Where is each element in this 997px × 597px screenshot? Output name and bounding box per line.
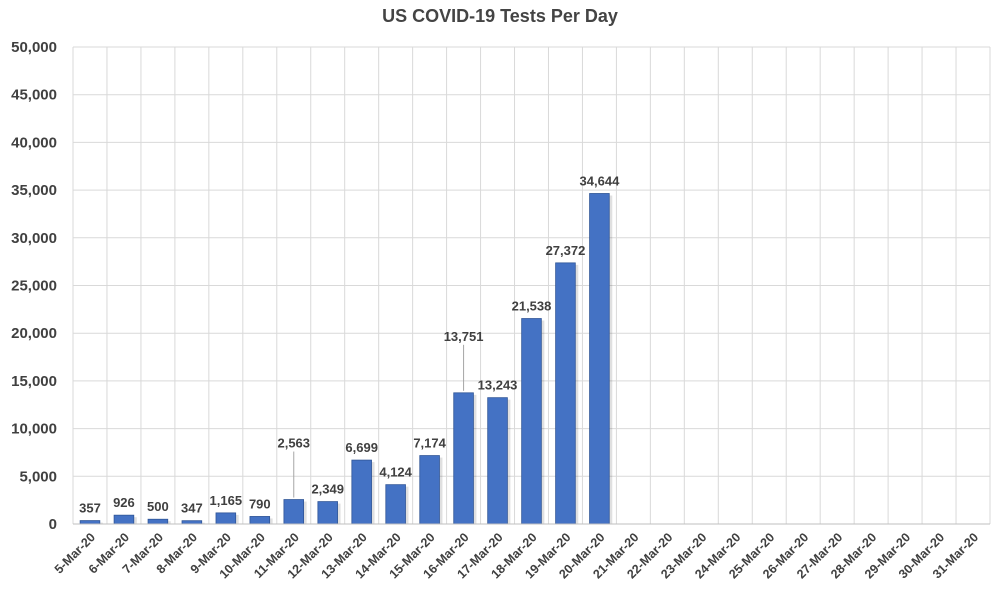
y-tick-label: 30,000 bbox=[11, 230, 57, 247]
y-tick-label: 50,000 bbox=[11, 39, 57, 56]
data-label: 926 bbox=[113, 495, 135, 510]
data-labels: 357 926 500 347 1,165 790 2,563 2,349 6,6994,124… bbox=[79, 173, 620, 515]
bar bbox=[113, 514, 135, 525]
data-label: 500 bbox=[147, 499, 169, 514]
data-label: 13,751 bbox=[444, 329, 484, 344]
data-label: 2,349 bbox=[311, 482, 344, 497]
bar bbox=[79, 520, 101, 525]
y-tick-label: 0 bbox=[49, 516, 57, 533]
bar bbox=[215, 512, 237, 525]
data-label: 4,124 bbox=[379, 465, 412, 480]
chart-grid bbox=[72, 46, 991, 524]
data-label: 21,538 bbox=[512, 299, 552, 314]
y-axis: 0 5,000 10,000 15,000 20,000 25,000 30,000 35,0… bbox=[11, 39, 57, 533]
bar bbox=[385, 484, 406, 525]
bar bbox=[283, 499, 305, 525]
bar bbox=[453, 392, 474, 525]
bar bbox=[351, 459, 372, 525]
bar bbox=[317, 501, 338, 525]
bar bbox=[249, 516, 271, 525]
x-axis: 5-Mar-206-Mar-207-Mar-208-Mar-209-Mar-20… bbox=[52, 523, 990, 581]
data-label: 7,174 bbox=[413, 436, 446, 451]
data-label: 2,563 bbox=[277, 436, 310, 451]
data-label: 1,165 bbox=[210, 493, 243, 508]
y-tick-label: 15,000 bbox=[11, 373, 57, 390]
data-label: 27,372 bbox=[546, 243, 586, 258]
y-tick-label: 20,000 bbox=[11, 325, 57, 342]
chart-title: US COVID-19 Tests Per Day bbox=[382, 6, 618, 26]
data-label: 790 bbox=[249, 496, 271, 511]
y-tick-label: 35,000 bbox=[11, 182, 57, 199]
bar bbox=[147, 518, 169, 525]
data-label: 347 bbox=[181, 501, 203, 516]
y-tick-label: 5,000 bbox=[19, 468, 57, 485]
bar-series bbox=[79, 193, 613, 525]
bar bbox=[589, 193, 610, 525]
data-label: 34,644 bbox=[580, 173, 621, 188]
data-label: 357 bbox=[79, 501, 101, 516]
y-tick-label: 40,000 bbox=[11, 134, 57, 151]
bar bbox=[487, 397, 508, 525]
leader-lines bbox=[293, 344, 465, 498]
bar bbox=[419, 455, 440, 525]
bar bbox=[555, 262, 576, 525]
data-label: 6,699 bbox=[345, 440, 378, 455]
y-tick-label: 25,000 bbox=[11, 278, 57, 295]
y-tick-label: 10,000 bbox=[11, 421, 57, 438]
bar bbox=[521, 318, 542, 525]
y-tick-label: 45,000 bbox=[11, 87, 57, 104]
data-label: 13,243 bbox=[478, 378, 518, 393]
